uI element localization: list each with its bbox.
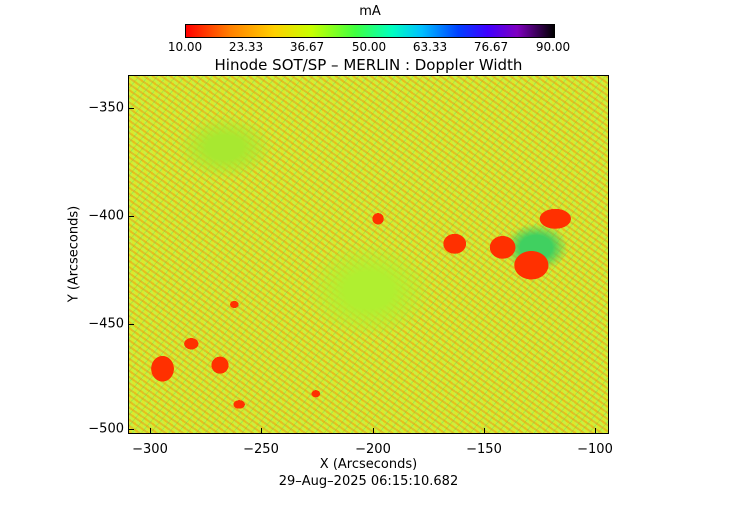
x-tick-label: −250	[243, 442, 279, 457]
x-axis-label: X (Arcseconds)	[319, 457, 418, 472]
colorbar-tick: 63.33	[412, 40, 448, 54]
x-tick-mark	[261, 428, 262, 434]
y-tick-label: −350	[88, 100, 124, 116]
plot-title: Hinode SOT/SP – MERLIN : Doppler Width	[214, 56, 523, 74]
x-tick-mark	[150, 428, 151, 434]
colorbar-tick: 50.00	[351, 40, 387, 54]
y-tick-mark	[128, 108, 134, 109]
timestamp: 29–Aug–2025 06:15:10.682	[278, 474, 459, 489]
y-tick-mark	[128, 216, 134, 217]
x-tick-mark	[373, 428, 374, 434]
y-tick-label: −450	[88, 316, 124, 332]
colorbar-tick: 90.00	[535, 40, 571, 54]
x-tick-label: −100	[577, 442, 613, 457]
colorbar-tick: 76.67	[473, 40, 509, 54]
colorbar-tick: 23.33	[228, 40, 264, 54]
doppler-width-map	[128, 75, 609, 434]
y-tick-label: −400	[88, 208, 124, 224]
colorbar	[185, 24, 555, 38]
x-tick-label: −200	[355, 442, 391, 457]
colorbar-tick: 36.67	[289, 40, 325, 54]
colorbar-tick: 10.00	[167, 40, 203, 54]
y-tick-mark	[128, 324, 134, 325]
y-axis-label: Y (Arcseconds)	[66, 205, 82, 303]
x-tick-mark	[595, 428, 596, 434]
y-tick-label: −500	[88, 421, 124, 437]
colorbar-unit: mA	[359, 4, 381, 19]
x-tick-label: −150	[466, 442, 502, 457]
x-tick-label: −300	[132, 442, 168, 457]
x-tick-mark	[484, 428, 485, 434]
y-tick-mark	[128, 429, 134, 430]
